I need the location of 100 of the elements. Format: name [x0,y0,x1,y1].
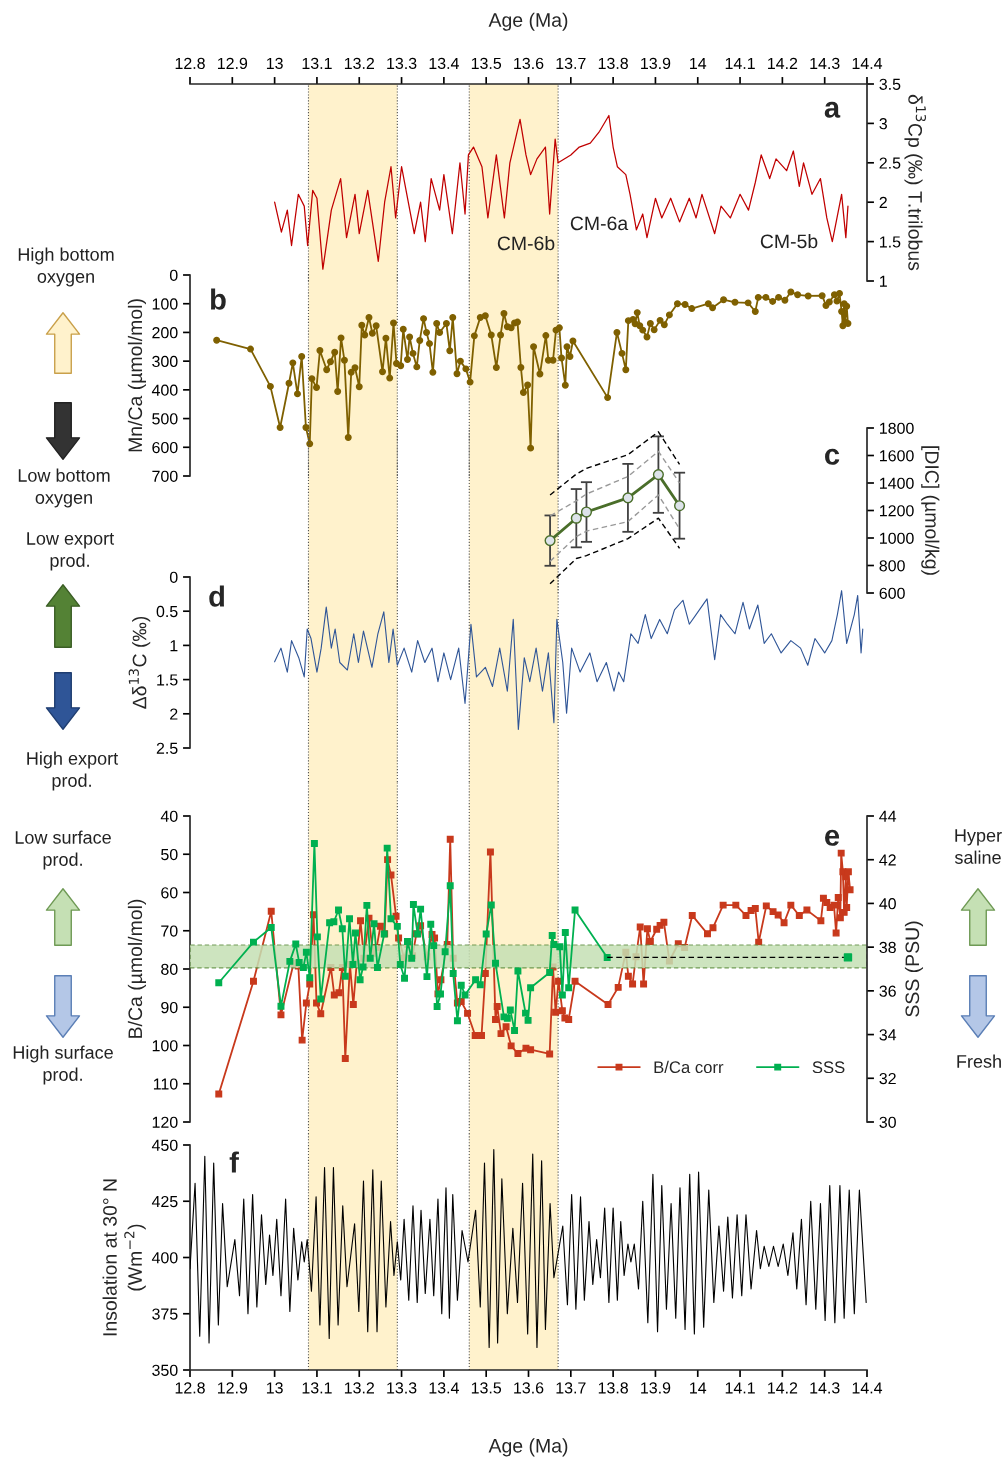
y-tick-label: 425 [151,1195,178,1208]
y-tick-label: 1600 [880,450,914,462]
y-tick-label: 70 [161,925,178,937]
annotation: b [211,288,226,310]
y-tick-label: 0.5 [156,605,178,618]
y2-tick-label: 36 [879,985,896,997]
annotation: CM-6a [570,216,629,231]
y2-tick-label: 32 [879,1072,896,1085]
x-tick-label: 13.8 [598,57,628,70]
x-tick-label: 13.3 [387,1382,417,1394]
x-tick-label: 13 [266,57,283,70]
x-tick-label: 13 [266,1382,283,1394]
annotation: e [825,829,840,846]
x-tick-label: 13.8 [598,1382,628,1394]
y-tick-label: 50 [161,848,178,861]
text: High export prod. [27,751,119,791]
x-tick-label: 14.2 [768,1382,798,1394]
point [544,535,556,547]
y2-tick-label: 42 [879,854,896,866]
y-axis-title: Insolation at 30° N (Wm$^{−2}$) [102,1179,146,1336]
y-tick-label: 120 [152,1116,178,1128]
x-tick-label: 13.1 [302,57,332,70]
line-series [549,517,681,585]
y-tick-label: 450 [151,1139,178,1151]
annotation: c [825,448,840,465]
x-tick-label: 12.8 [175,57,205,70]
line-series [549,450,681,517]
x-tick-label: 14.4 [852,1382,883,1394]
y-tick-label: 1 [170,640,178,652]
line-series [549,431,681,496]
legend-label: SSS [812,1061,845,1074]
y-tick-label: 2.5 [156,742,178,754]
y-tick-label: 600 [879,587,905,599]
text: Fresh [957,1054,1001,1068]
y2-axis-title: SSS (PSU) [904,921,924,1017]
x-tick-label: 12.9 [217,57,248,70]
y-tick-label: 350 [152,1364,178,1376]
x-tick-label: 13.4 [429,1382,459,1394]
x-tick-label: 12.9 [217,1382,248,1394]
y-tick-label: 3 [879,118,887,130]
y-tick-label: 1.5 [157,674,178,686]
x-tick-label: 13.3 [387,57,417,70]
y-tick-label: 375 [152,1308,178,1320]
y-tick-label: 1.5 [880,236,901,248]
legend-label: B/Ca corr [654,1060,724,1074]
annotation: CM-6b [497,235,555,251]
y-axis-title: B/Ca (µmol/mol) [127,899,146,1038]
y-tick-label: 400 [151,1252,178,1264]
y-tick-label: 500 [152,413,178,425]
y-tick-label: 1400 [880,477,914,489]
text: High surface prod. [13,1045,113,1085]
x-tick-label: 13.6 [514,57,544,70]
y-tick-label: 1 [880,275,887,287]
x-tick-label: 13.5 [471,1382,502,1394]
x-tick-label: 13.9 [641,1382,671,1394]
y-tick-label: 300 [152,355,178,368]
y2-tick-label: 30 [879,1116,896,1128]
y-tick-label: 110 [153,1078,178,1090]
text: Hyper saline [954,829,1002,864]
x-tick-label: 13.5 [471,57,502,70]
x-tick-label: 13.2 [344,57,374,70]
y-tick-label: 2 [170,708,178,720]
x-tick-label: 14 [690,1382,707,1394]
annotation: a [824,101,841,118]
x-tick-label: 14.3 [810,57,840,70]
text: Low export prod. [27,532,115,571]
y-tick-label: 700 [152,470,178,482]
line-series [549,494,681,563]
x-tick-label: 13.1 [302,1382,332,1394]
x-tick-label: 14.4 [852,57,883,69]
point [622,492,634,504]
y-tick-label: 100 [152,298,178,310]
y-tick-label: 3.5 [879,78,901,90]
y-tick-label: 2.5 [879,157,901,169]
x-tick-label: 13.7 [556,57,586,70]
y-tick-label: 1800 [880,422,914,434]
y-tick-label: 200 [152,327,178,339]
annotation: CM-5b [760,233,818,249]
y-tick-label: 1200 [880,505,914,517]
x-axis-title: Age (Ma) [488,12,568,31]
x-tick-label: 14.1 [725,1382,755,1394]
text: High bottom oxygen [18,247,114,287]
x-tick-label: 13.2 [344,1382,374,1394]
x-tick-label: 14.1 [725,57,755,69]
text: Low bottom oxygen [18,468,110,508]
x-tick-label: 14.3 [810,1382,840,1394]
point [570,512,582,524]
y2-tick-label: 44 [879,810,897,822]
y-tick-label: 800 [879,560,905,572]
y-tick-label: 0 [169,571,178,583]
y-tick-label: 0 [169,269,178,281]
annotation: f [229,1151,239,1173]
y-axis-title: [DIC] (µmol/kg) [921,446,940,575]
y-tick-label: 2 [879,196,887,208]
annotation: d [209,585,224,607]
y-tick-label: 80 [161,963,178,975]
x-tick-label: 13.9 [641,57,671,70]
x-tick-label: 14.2 [768,57,798,69]
y-axis-title: Δδ$^{13}$C (‰) [128,616,151,709]
y2-tick-label: 34 [879,1029,897,1041]
